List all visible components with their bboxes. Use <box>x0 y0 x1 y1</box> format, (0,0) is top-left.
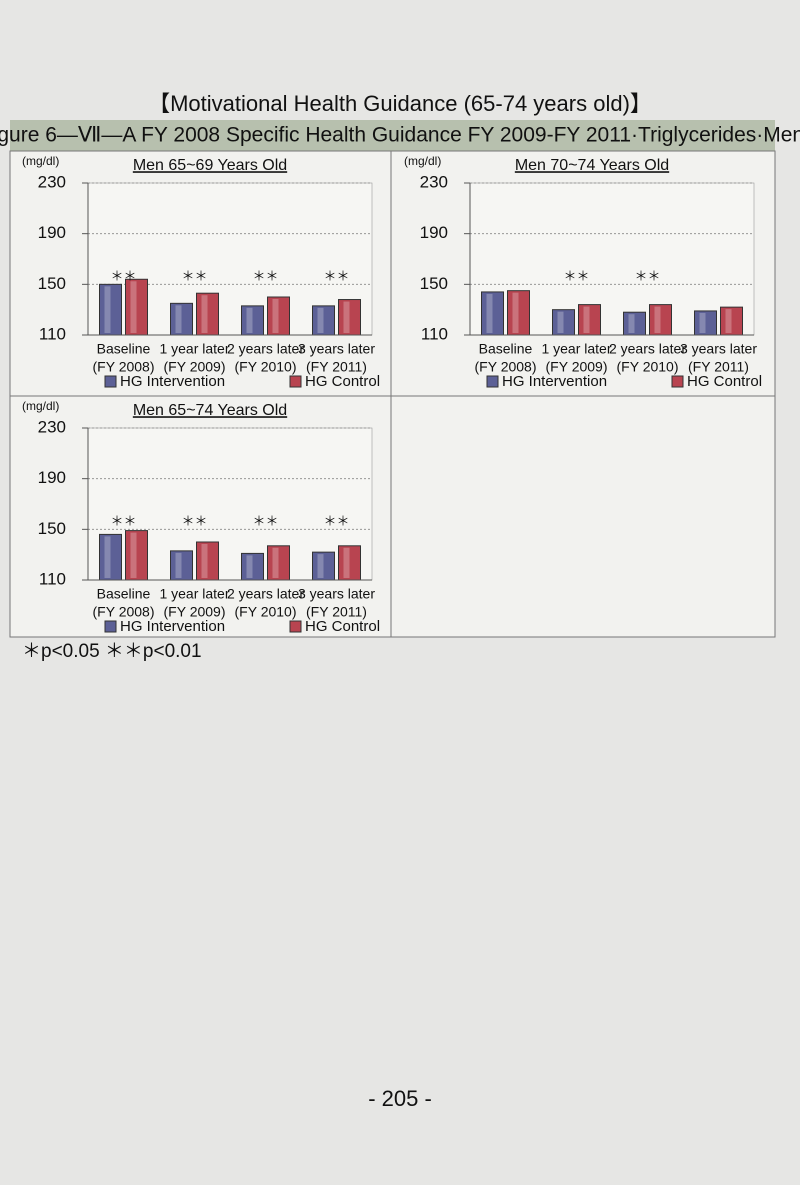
y-unit-label: (mg/dl) <box>404 154 441 168</box>
x-tick-label: 3 years later <box>680 341 757 357</box>
x-tick-label: Baseline <box>97 586 151 602</box>
bar-highlight <box>272 547 279 578</box>
significance-mark: ＊＊ <box>181 269 207 284</box>
legend-label: HG Control <box>305 373 380 390</box>
bar-highlight <box>628 314 635 333</box>
x-tick-sublabel: (FY 2009) <box>546 359 608 375</box>
y-tick-label: 190 <box>38 468 66 487</box>
x-tick-label: Baseline <box>97 341 151 357</box>
chart-title: Men 65~74 Years Old <box>133 402 287 419</box>
significance-mark: ＊＊ <box>110 514 136 529</box>
legend-label: HG Intervention <box>120 618 225 635</box>
bar-highlight <box>104 286 111 333</box>
legend-label: HG Intervention <box>502 373 607 390</box>
footnote: ＊p<0.05 ＊＊p<0.01 <box>22 641 202 662</box>
significance-mark: ＊＊ <box>110 269 136 284</box>
significance-mark: ＊＊ <box>563 269 589 284</box>
significance-mark: ＊＊ <box>252 514 278 529</box>
x-tick-sublabel: (FY 2009) <box>164 359 226 375</box>
x-tick-sublabel: (FY 2011) <box>688 359 749 375</box>
x-tick-sublabel: (FY 2010) <box>235 604 297 620</box>
y-tick-label: 190 <box>420 223 448 242</box>
legend-label: HG Control <box>687 373 762 390</box>
x-tick-label: 1 year later <box>159 341 229 357</box>
x-tick-label: 3 years later <box>298 341 375 357</box>
y-tick-label: 150 <box>38 519 66 538</box>
significance-mark: ＊＊ <box>323 269 349 284</box>
bar-highlight <box>272 299 279 333</box>
legend-swatch <box>289 375 302 388</box>
x-tick-label: 2 years later <box>609 341 686 357</box>
x-tick-sublabel: (FY 2009) <box>164 604 226 620</box>
y-tick-label: 110 <box>39 569 66 588</box>
bar-highlight <box>343 547 350 578</box>
bar-highlight <box>201 295 208 333</box>
chart-title: Men 65~69 Years Old <box>133 157 287 174</box>
figure-caption: Figure 6—Ⅶ—A FY 2008 Specific Health Gui… <box>0 124 800 147</box>
x-tick-sublabel: (FY 2008) <box>93 604 155 620</box>
bar-highlight <box>175 305 182 333</box>
bar-highlight <box>317 554 324 578</box>
x-tick-sublabel: (FY 2011) <box>306 604 367 620</box>
page-number: - 205 - <box>368 1086 432 1111</box>
bar-highlight <box>654 306 661 333</box>
bar-highlight <box>512 292 519 333</box>
bar-highlight <box>583 306 590 333</box>
caption-bar <box>10 120 775 151</box>
legend-swatch <box>289 620 302 633</box>
bar-highlight <box>246 555 253 578</box>
page-title: 【Motivational Health Guidance (65-74 yea… <box>148 91 652 116</box>
x-tick-sublabel: (FY 2011) <box>306 359 367 375</box>
bar-highlight <box>201 544 208 578</box>
significance-mark: ＊＊ <box>252 269 278 284</box>
chart-title: Men 70~74 Years Old <box>515 157 669 174</box>
bar-highlight <box>130 281 137 333</box>
legend-swatch <box>104 620 117 633</box>
bar-highlight <box>104 536 111 578</box>
bar-highlight <box>246 307 253 333</box>
x-tick-label: 1 year later <box>541 341 611 357</box>
x-tick-sublabel: (FY 2010) <box>235 359 297 375</box>
significance-mark: ＊＊ <box>634 269 660 284</box>
significance-mark: ＊＊ <box>181 514 207 529</box>
x-tick-label: 2 years later <box>227 586 304 602</box>
y-tick-label: 150 <box>38 274 66 293</box>
legend-swatch <box>104 375 117 388</box>
legend-label: HG Intervention <box>120 373 225 390</box>
bar-highlight <box>557 311 564 333</box>
y-unit-label: (mg/dl) <box>22 154 59 168</box>
x-tick-sublabel: (FY 2008) <box>93 359 155 375</box>
bar-highlight <box>486 293 493 333</box>
y-tick-label: 190 <box>38 223 66 242</box>
y-tick-label: 230 <box>420 172 448 191</box>
x-tick-label: 2 years later <box>227 341 304 357</box>
y-tick-label: 110 <box>39 324 66 343</box>
bar-highlight <box>130 532 137 578</box>
y-tick-label: 230 <box>38 417 66 436</box>
x-tick-sublabel: (FY 2008) <box>475 359 537 375</box>
significance-mark: ＊＊ <box>323 514 349 529</box>
y-tick-label: 110 <box>421 324 448 343</box>
y-unit-label: (mg/dl) <box>22 399 59 413</box>
x-tick-label: 1 year later <box>159 586 229 602</box>
legend-swatch <box>486 375 499 388</box>
x-tick-label: Baseline <box>479 341 533 357</box>
bar-highlight <box>317 307 324 333</box>
bar-highlight <box>343 301 350 333</box>
legend-swatch <box>671 375 684 388</box>
y-tick-label: 150 <box>420 274 448 293</box>
x-tick-label: 3 years later <box>298 586 375 602</box>
legend-label: HG Control <box>305 618 380 635</box>
bar-highlight <box>699 312 706 333</box>
x-tick-sublabel: (FY 2010) <box>617 359 679 375</box>
bar-highlight <box>175 552 182 578</box>
bar-highlight <box>725 309 732 333</box>
y-tick-label: 230 <box>38 172 66 191</box>
